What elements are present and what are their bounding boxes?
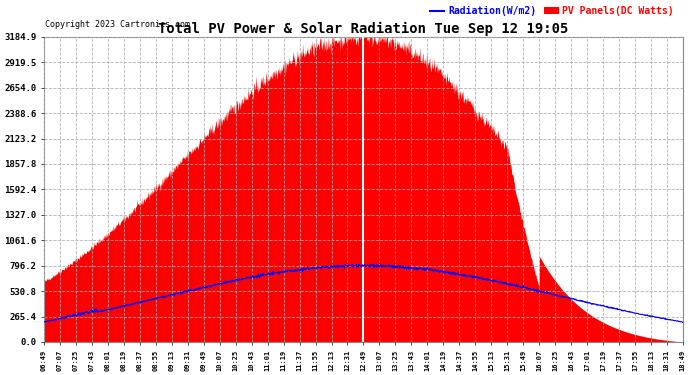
Text: Copyright 2023 Cartronics.com: Copyright 2023 Cartronics.com: [45, 20, 190, 29]
Legend: Radiation(W/m2), PV Panels(DC Watts): Radiation(W/m2), PV Panels(DC Watts): [426, 2, 678, 20]
Title: Total PV Power & Solar Radiation Tue Sep 12 19:05: Total PV Power & Solar Radiation Tue Sep…: [158, 21, 569, 36]
